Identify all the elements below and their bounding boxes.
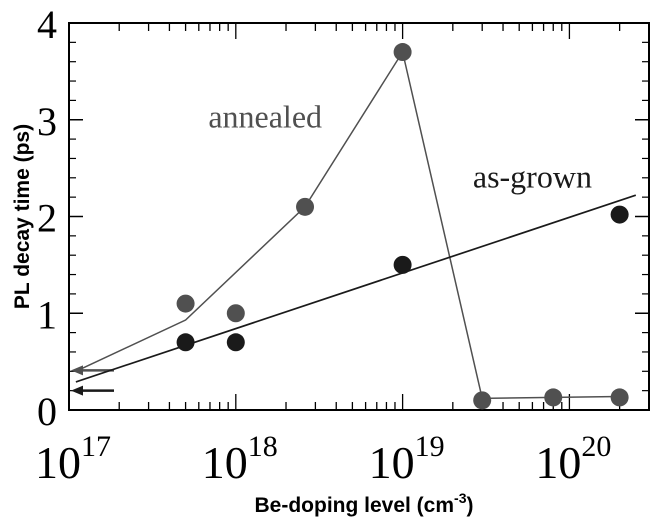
- x-tick-base: 10: [535, 437, 581, 488]
- data-point-as-grown: [610, 205, 629, 224]
- plot-frame: [68, 22, 650, 411]
- x-axis-label-text: Be-doping level (cm: [255, 494, 455, 517]
- x-tick-exponent: 20: [581, 430, 611, 463]
- data-point-annealed: [393, 43, 412, 62]
- x-tick-label: 1018: [202, 430, 278, 488]
- x-axis-label-tail: ): [466, 494, 473, 517]
- x-tick-base: 10: [369, 437, 415, 488]
- data-point-annealed: [226, 304, 245, 323]
- x-axis-label-sup: -3: [454, 490, 467, 506]
- fit-line-annealed: [75, 50, 620, 400]
- data-point-as-grown: [176, 333, 195, 352]
- data-point-as-grown: [226, 333, 245, 352]
- arrow-head-annealed: [71, 365, 83, 376]
- series-label-as-grown: as-grown: [473, 158, 592, 194]
- data-point-annealed: [544, 388, 563, 407]
- x-tick-exponent: 17: [81, 430, 111, 463]
- data-point-annealed: [176, 294, 195, 313]
- y-tick-label: 3: [37, 99, 57, 144]
- x-tick-exponent: 19: [415, 430, 445, 463]
- y-tick-label: 1: [37, 292, 57, 337]
- x-tick-label: 1017: [35, 430, 111, 488]
- x-tick-base: 10: [35, 437, 81, 488]
- data-point-annealed: [610, 388, 629, 407]
- arrow-head-as-grown: [71, 385, 83, 396]
- y-tick-label: 0: [37, 389, 57, 434]
- data-points: [176, 43, 629, 410]
- x-tick-base: 10: [202, 437, 248, 488]
- data-point-annealed: [473, 391, 492, 410]
- axes: [68, 22, 650, 411]
- y-tick-label: 4: [37, 2, 57, 47]
- x-tick-label: 1019: [369, 430, 445, 488]
- y-tick-label: 2: [37, 196, 57, 241]
- y-axis-label: PL decay time (ps): [11, 124, 34, 309]
- fit-lines: [71, 50, 637, 400]
- data-point-annealed: [296, 197, 315, 216]
- x-tick-exponent: 18: [248, 430, 278, 463]
- x-axis-label: Be-doping level (cm-3): [255, 490, 474, 517]
- x-tick-label: 1020: [535, 430, 611, 488]
- series-label-annealed: annealed: [208, 98, 322, 134]
- fit-line-as-grown: [75, 194, 637, 383]
- data-point-as-grown: [393, 255, 412, 274]
